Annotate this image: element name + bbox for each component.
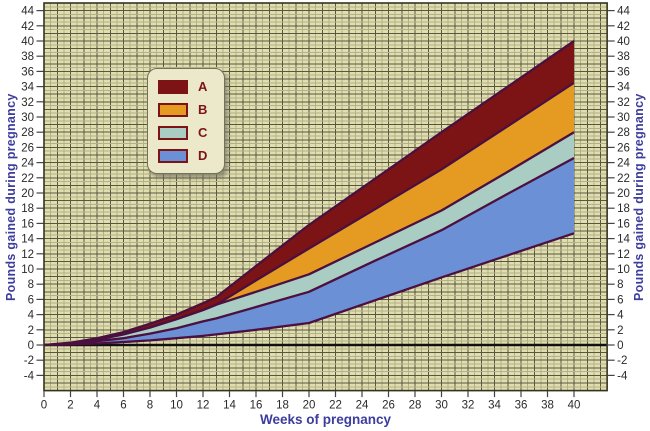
band-outlines [43,40,575,347]
svg-text:12: 12 [617,249,630,261]
svg-text:42: 42 [617,21,630,33]
svg-text:34: 34 [488,400,501,412]
svg-text:40: 40 [617,36,630,48]
svg-text:26: 26 [382,400,395,412]
svg-text:30: 30 [21,112,34,124]
svg-text:42: 42 [21,21,34,33]
svg-text:36: 36 [21,66,34,78]
svg-text:14: 14 [617,234,630,246]
svg-text:-2: -2 [24,355,34,367]
svg-text:14: 14 [21,234,34,246]
svg-text:0: 0 [617,340,623,352]
svg-text:32: 32 [617,97,630,109]
svg-text:0: 0 [28,340,34,352]
svg-text:6: 6 [617,294,623,306]
boundary-l1 [43,40,575,347]
legend-item-b: B [158,102,214,117]
svg-text:-2: -2 [617,355,627,367]
svg-text:-4: -4 [617,370,628,382]
legend-label-d: D [198,148,208,163]
svg-text:2: 2 [67,400,73,412]
svg-text:20: 20 [303,400,316,412]
svg-text:10: 10 [170,400,183,412]
svg-text:20: 20 [617,188,630,200]
legend-item-c: C [158,125,214,140]
x-axis-title: Weeks of pregnancy [259,412,392,427]
legend-swatch-a-icon [158,79,188,94]
svg-text:22: 22 [21,173,34,185]
y-axis-title-left: Pounds gained during pregnancy [4,93,18,301]
legend-item-a: A [158,79,214,94]
legend-swatch-d-icon [158,148,188,163]
y-axis-title-right: Pounds gained during pregnancy [632,93,646,301]
svg-text:10: 10 [617,264,630,276]
plot-border [43,2,608,392]
svg-text:34: 34 [21,82,34,94]
legend-label-a: A [198,79,208,94]
svg-text:24: 24 [356,400,369,412]
weight-gain-bands [44,41,574,346]
svg-text:18: 18 [21,203,34,215]
svg-text:26: 26 [21,142,34,154]
svg-text:20: 20 [21,188,34,200]
svg-text:22: 22 [329,400,342,412]
svg-text:34: 34 [617,82,630,94]
legend-item-d: D [158,148,214,163]
legend-label-c: C [198,125,208,140]
svg-text:44: 44 [617,6,630,18]
svg-text:38: 38 [21,51,34,63]
svg-text:26: 26 [617,142,630,154]
svg-text:16: 16 [250,400,263,412]
legend-swatch-c-icon [158,125,188,140]
svg-text:36: 36 [515,400,528,412]
svg-text:6: 6 [120,400,126,412]
legend-label-b: B [198,102,208,117]
svg-text:14: 14 [223,400,236,412]
band-d [44,158,574,345]
svg-text:28: 28 [21,127,34,139]
svg-text:10: 10 [21,264,34,276]
svg-text:2: 2 [617,325,623,337]
svg-text:18: 18 [276,400,289,412]
svg-text:40: 40 [21,36,34,48]
svg-text:8: 8 [28,279,34,291]
svg-text:30: 30 [435,400,448,412]
svg-text:4: 4 [617,310,624,322]
svg-text:8: 8 [147,400,153,412]
svg-text:6: 6 [28,294,34,306]
boundary-l5 [43,232,575,347]
svg-text:18: 18 [617,203,630,215]
svg-text:-4: -4 [24,370,35,382]
svg-text:4: 4 [28,310,35,322]
svg-text:16: 16 [617,218,630,230]
svg-text:2: 2 [28,325,34,337]
boundary-l4 [43,156,575,347]
svg-text:44: 44 [21,6,34,18]
svg-text:16: 16 [21,218,34,230]
svg-text:22: 22 [617,173,630,185]
svg-text:8: 8 [617,279,623,291]
svg-text:32: 32 [21,97,34,109]
svg-text:30: 30 [617,112,630,124]
svg-text:36: 36 [617,66,630,78]
legend-swatch-b-icon [158,102,188,117]
svg-text:38: 38 [541,400,554,412]
legend: A B C D [147,68,225,174]
svg-text:12: 12 [197,400,210,412]
svg-text:28: 28 [409,400,422,412]
svg-text:38: 38 [617,51,630,63]
boundary-l3 [43,131,575,347]
svg-text:4: 4 [94,400,101,412]
svg-text:28: 28 [617,127,630,139]
svg-text:0: 0 [41,400,47,412]
svg-text:24: 24 [21,158,34,170]
svg-text:32: 32 [462,400,475,412]
svg-text:24: 24 [617,158,630,170]
svg-text:12: 12 [21,249,34,261]
svg-text:40: 40 [568,400,581,412]
